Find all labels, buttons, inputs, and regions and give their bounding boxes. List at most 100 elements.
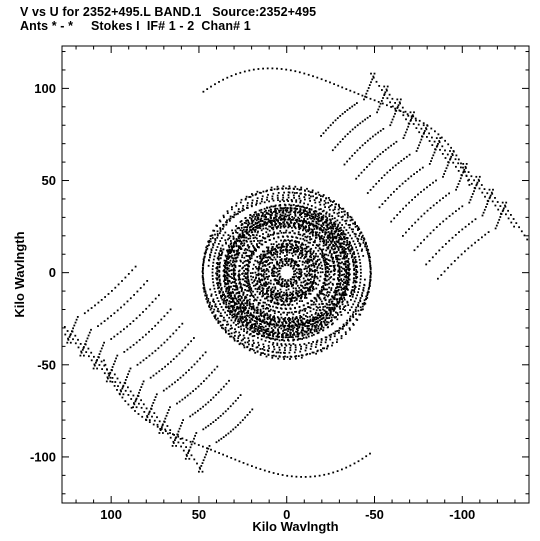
uv-point — [228, 286, 231, 289]
uv-point — [226, 273, 229, 276]
uv-point — [283, 294, 285, 297]
uv-point — [404, 131, 407, 134]
uv-point — [302, 313, 305, 316]
uv-point — [233, 260, 236, 263]
uv-point — [314, 346, 317, 348]
uv-point — [270, 290, 273, 293]
uv-point — [269, 322, 272, 325]
uv-point — [355, 277, 357, 280]
uv-point — [246, 231, 248, 234]
uv-point — [359, 281, 362, 284]
uv-point — [128, 370, 131, 373]
uv-point — [176, 433, 179, 436]
uv-point — [486, 203, 489, 205]
uv-point — [323, 240, 325, 243]
uv-point — [277, 280, 280, 282]
uv-point — [285, 283, 288, 285]
uv-point — [257, 286, 260, 289]
uv-point — [305, 253, 308, 256]
uv-point — [278, 339, 281, 342]
uv-point — [274, 247, 277, 250]
uv-point — [274, 250, 277, 253]
uv-point — [261, 265, 264, 268]
uv-point — [260, 320, 263, 323]
uv-point — [352, 264, 355, 267]
uv-point — [331, 149, 334, 152]
uv-point — [350, 248, 353, 250]
uv-point — [329, 220, 332, 222]
uv-point — [284, 204, 287, 207]
uv-point — [339, 140, 342, 143]
uv-point — [306, 283, 309, 286]
uv-point — [356, 271, 359, 273]
uv-point — [264, 241, 267, 243]
uv-point — [345, 255, 348, 258]
uv-point — [379, 102, 382, 105]
uv-point — [325, 338, 327, 341]
uv-point — [216, 234, 219, 237]
uv-point — [331, 308, 334, 311]
uv-point — [331, 302, 333, 305]
uv-point — [235, 245, 238, 248]
uv-point — [331, 240, 333, 243]
uv-point — [323, 312, 326, 315]
uv-point — [291, 304, 294, 306]
uv-point — [248, 307, 251, 310]
uv-point — [365, 247, 368, 250]
uv-point — [143, 411, 146, 413]
uv-point — [214, 305, 217, 308]
uv-point — [284, 248, 287, 251]
uv-point — [344, 285, 347, 288]
uv-point — [249, 348, 252, 350]
uv-point — [231, 254, 233, 257]
uv-point — [264, 301, 266, 304]
uv-point — [311, 324, 314, 327]
uv-point — [338, 234, 341, 236]
uv-point — [278, 210, 281, 212]
uv-point — [306, 267, 308, 270]
uv-point — [276, 197, 279, 199]
uv-point — [265, 273, 268, 275]
uv-point — [246, 249, 249, 251]
uv-point — [224, 275, 227, 277]
uv-point — [401, 182, 404, 185]
uv-point — [335, 243, 338, 246]
uv-point — [349, 328, 351, 331]
uv-point — [259, 299, 262, 302]
uv-point — [325, 221, 328, 224]
uv-point — [176, 402, 178, 405]
uv-point — [299, 245, 302, 248]
y-tick-label: -100 — [30, 449, 56, 464]
uv-point — [338, 280, 340, 282]
uv-point — [232, 313, 235, 316]
uv-point — [284, 225, 287, 228]
uv-point — [399, 110, 402, 112]
uv-point — [187, 450, 190, 453]
uv-point — [268, 332, 271, 335]
uv-point — [224, 262, 226, 264]
uv-point — [497, 208, 500, 211]
uv-point — [240, 224, 243, 227]
uv-point — [256, 322, 259, 325]
uv-point — [327, 237, 329, 240]
uv-point — [268, 341, 271, 343]
uv-point — [264, 339, 267, 342]
uv-point — [276, 226, 279, 228]
uv-point — [410, 175, 413, 178]
uv-point — [268, 310, 270, 313]
uv-point — [224, 295, 226, 297]
uv-point — [223, 297, 226, 300]
uv-point — [319, 315, 322, 317]
uv-point — [326, 267, 329, 269]
uv-point — [273, 312, 276, 315]
uv-point — [314, 303, 317, 306]
uv-point — [342, 291, 344, 294]
uv-point — [252, 263, 255, 266]
uv-point — [237, 291, 240, 294]
uv-point — [287, 196, 290, 199]
uv-point — [202, 287, 205, 289]
uv-point — [219, 303, 221, 305]
uv-point — [318, 329, 321, 332]
uv-point — [212, 229, 215, 232]
uv-point — [342, 252, 344, 254]
